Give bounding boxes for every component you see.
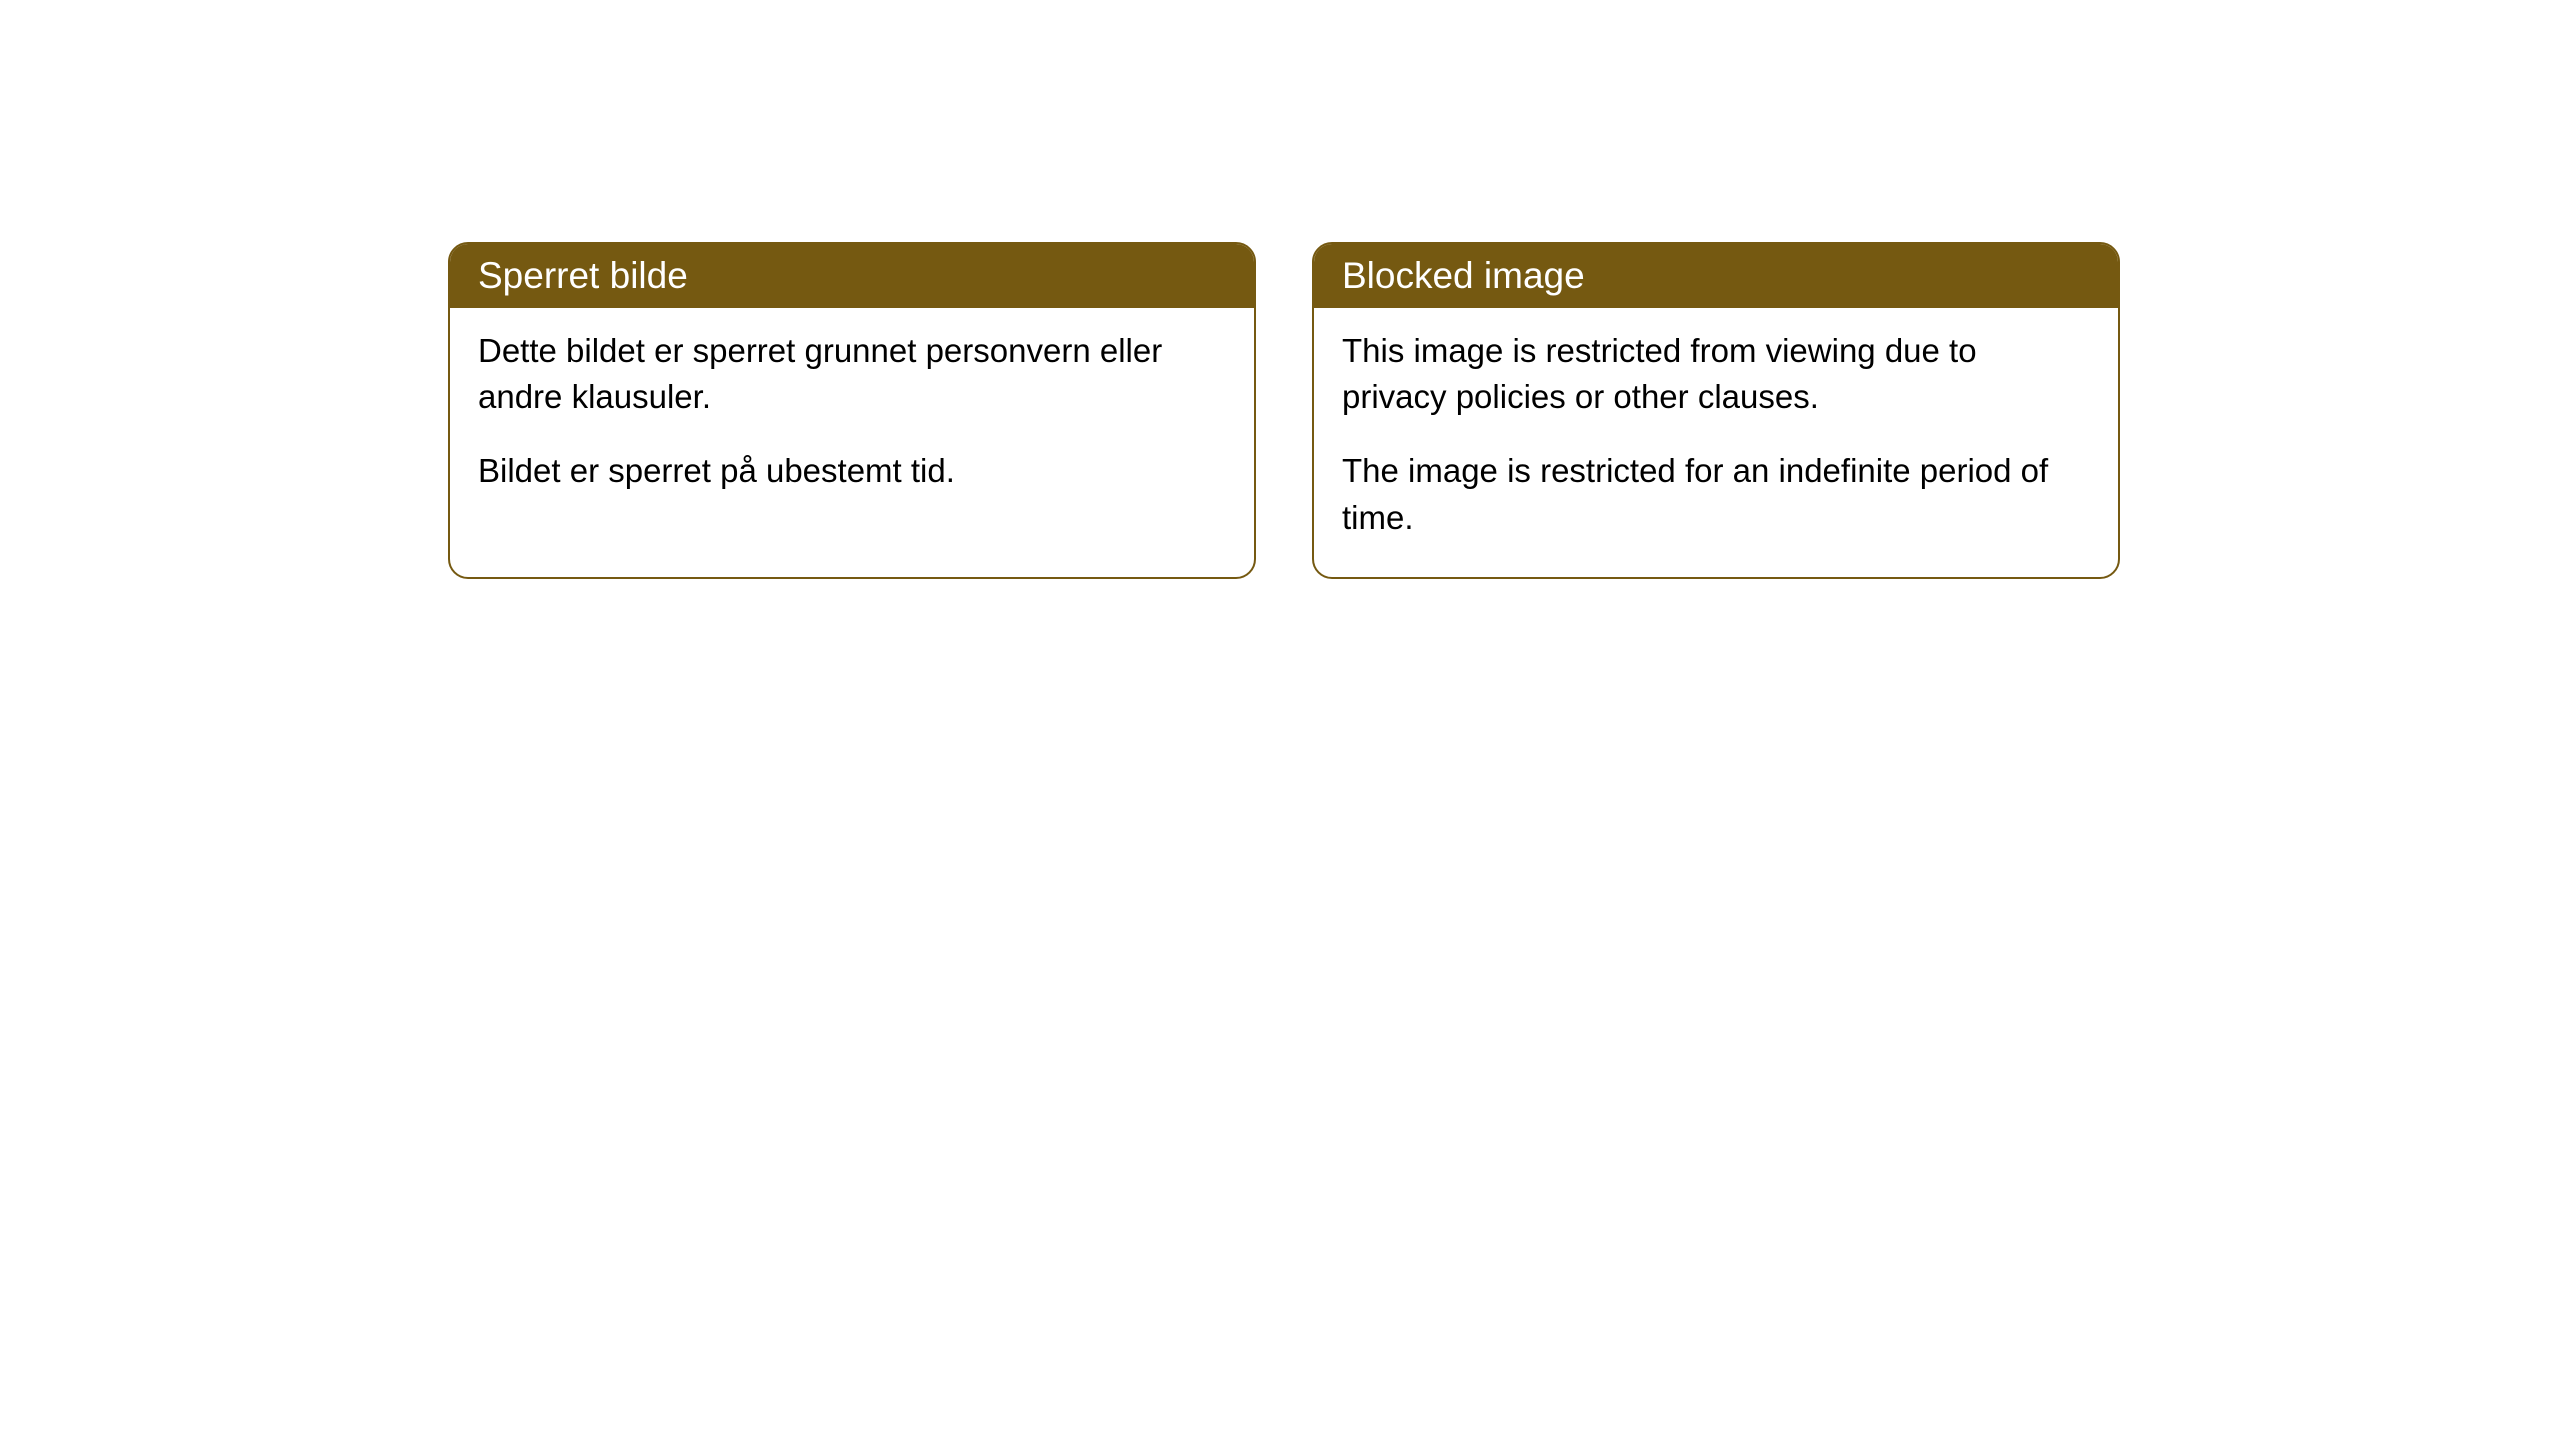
card-paragraph: The image is restricted for an indefinit…: [1342, 448, 2090, 540]
card-body: This image is restricted from viewing du…: [1314, 308, 2118, 577]
card-header: Blocked image: [1314, 244, 2118, 308]
notice-container: Sperret bilde Dette bildet er sperret gr…: [0, 0, 2560, 579]
notice-card-english: Blocked image This image is restricted f…: [1312, 242, 2120, 579]
card-title: Sperret bilde: [478, 255, 688, 296]
card-title: Blocked image: [1342, 255, 1585, 296]
card-paragraph: Dette bildet er sperret grunnet personve…: [478, 328, 1226, 420]
card-body: Dette bildet er sperret grunnet personve…: [450, 308, 1254, 531]
card-header: Sperret bilde: [450, 244, 1254, 308]
notice-card-norwegian: Sperret bilde Dette bildet er sperret gr…: [448, 242, 1256, 579]
card-paragraph: This image is restricted from viewing du…: [1342, 328, 2090, 420]
card-paragraph: Bildet er sperret på ubestemt tid.: [478, 448, 1226, 494]
